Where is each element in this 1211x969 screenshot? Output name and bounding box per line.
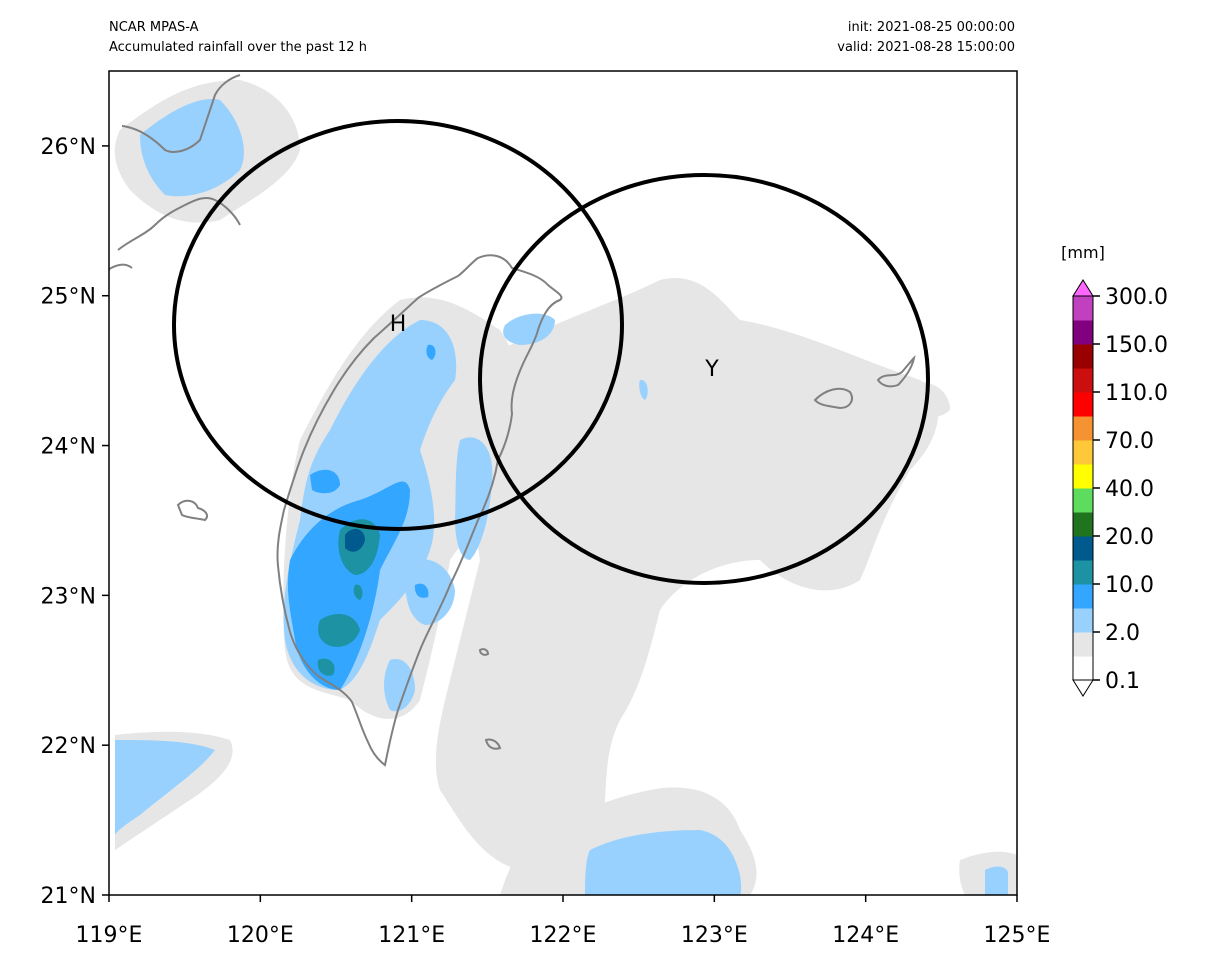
map-plot-area: H Y (109, 74, 1017, 895)
colorbar-segment (1073, 608, 1093, 633)
x-tick-label: 125°E (984, 923, 1051, 948)
y-tick-label: 21°N (41, 884, 96, 909)
y-tick-label: 26°N (41, 135, 96, 160)
colorbar-segment (1073, 584, 1093, 609)
penghu-islands (176, 499, 208, 522)
colorbar-labels: 0.1 2.0 10.0 20.0 40.0 70.0 110.0 150.0 300.0 (1093, 285, 1168, 694)
rain-contour-core-tip (317, 658, 335, 676)
range-ring-h (172, 119, 624, 531)
rain-contour-taitung (405, 558, 455, 625)
colorbar-segment (1073, 296, 1093, 321)
rain-contour-cell-ne (426, 344, 436, 360)
x-tick-label: 122°E (530, 923, 597, 948)
colorbar-tick-label: 20.0 (1105, 525, 1154, 550)
green-island (484, 738, 502, 750)
rain-contour-small-1 (639, 379, 648, 400)
field-description: Accumulated rainfall over the past 12 h (109, 40, 367, 55)
y-tick-label: 24°N (41, 435, 96, 460)
coastlines (109, 74, 916, 767)
rain-contour-south-tip (384, 659, 415, 712)
colorbar-unit: [mm] (1061, 243, 1105, 262)
y-tick-label: 22°N (41, 734, 96, 759)
colorbar-segments (1072, 279, 1094, 697)
colorbar-segment (1073, 392, 1093, 417)
colorbar-tick-label: 150.0 (1105, 333, 1168, 358)
colorbar-segment (1073, 512, 1093, 537)
y-axis: 21°N 22°N 23°N 24°N 25°N 26°N (41, 135, 109, 909)
range-ring-y (478, 173, 930, 585)
colorbar-segment (1073, 464, 1093, 489)
radar-range-rings (172, 119, 930, 585)
x-tick-label: 121°E (378, 923, 445, 948)
colorbar-extend-max (1072, 279, 1094, 297)
rain-contour-cell-north (310, 469, 340, 494)
colorbar-tick-label: 10.0 (1105, 573, 1154, 598)
colorbar-segment (1073, 320, 1093, 345)
rain-20mm-contours (345, 528, 365, 552)
colorbar-tick-label: 300.0 (1105, 285, 1168, 310)
colorbar-extend-min (1072, 679, 1094, 697)
colorbar: [mm] 0.1 2.0 10.0 20.0 40.0 70.0 110.0 150.0 300… (1061, 243, 1168, 697)
colorbar-segment (1073, 632, 1093, 657)
rain-light-contours (114, 80, 1017, 895)
x-tick-label: 119°E (76, 923, 143, 948)
x-axis: 119°E 120°E 121°E 122°E 123°E 124°E 125°E (76, 895, 1051, 948)
header-left: NCAR MPAS-A Accumulated rainfall over th… (109, 18, 367, 58)
taiwan-coastline (276, 254, 563, 767)
valid-time: valid: 2021-08-28 15:00:00 (837, 40, 1015, 55)
orchid-island (478, 648, 490, 656)
radar-site-y: Y (704, 357, 719, 382)
colorbar-tick-label: 110.0 (1105, 381, 1168, 406)
rain-contour-core-mid (353, 584, 363, 600)
colorbar-tick-label: 2.0 (1105, 621, 1140, 646)
init-time: init: 2021-08-25 00:00:00 (847, 20, 1015, 35)
colorbar-segment (1073, 440, 1093, 465)
iriomote-island (876, 354, 916, 388)
x-tick-label: 124°E (832, 923, 899, 948)
yonaguni-island (813, 387, 853, 410)
rain-contour-se-spot (985, 866, 1008, 895)
colorbar-tick-label: 40.0 (1105, 477, 1154, 502)
rain-contour-cell-east (414, 583, 429, 598)
rain-contour-south-band (585, 830, 742, 895)
rain-contour-peak (345, 528, 365, 552)
colorbar-segment (1073, 344, 1093, 369)
x-tick-label: 120°E (227, 923, 294, 948)
colorbar-segment (1073, 488, 1093, 513)
colorbar-segment (1073, 416, 1093, 441)
y-tick-label: 23°N (41, 584, 96, 609)
rain-contour-core-south (318, 614, 360, 647)
colorbar-segment (1073, 656, 1093, 681)
rain-contour-east-sea (435, 278, 939, 871)
rain-contour-nw-band (140, 99, 244, 197)
rain-contour-sw-band (115, 740, 215, 835)
rain-contour-east-rift (455, 437, 493, 560)
model-name: NCAR MPAS-A (109, 20, 199, 35)
colorbar-segment (1073, 560, 1093, 585)
colorbar-segment (1073, 368, 1093, 393)
radar-site-h: H (390, 312, 407, 337)
x-tick-label: 123°E (681, 923, 748, 948)
china-coastline (109, 74, 241, 271)
header-right: init: 2021-08-25 00:00:00 valid: 2021-08… (837, 18, 1015, 58)
y-tick-label: 25°N (41, 285, 96, 310)
colorbar-tick-label: 70.0 (1105, 429, 1154, 454)
colorbar-segment (1073, 536, 1093, 561)
colorbar-tick-label: 0.1 (1105, 669, 1140, 694)
